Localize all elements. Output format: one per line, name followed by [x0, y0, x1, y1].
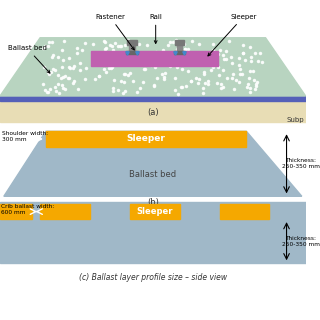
Text: Thickness:
250-350 mm: Thickness: 250-350 mm: [282, 158, 320, 169]
Bar: [91, 51, 218, 66]
Bar: [175, 40, 184, 45]
Text: Sleeper: Sleeper: [208, 14, 257, 56]
Text: Rail: Rail: [149, 14, 162, 44]
Polygon shape: [0, 38, 306, 96]
Bar: [40, 204, 90, 219]
Text: Ballast bed: Ballast bed: [129, 170, 176, 179]
Bar: [0, 204, 32, 219]
Bar: [177, 42, 182, 51]
Text: Sleeper: Sleeper: [127, 134, 165, 143]
Text: Fastener: Fastener: [95, 14, 134, 50]
Text: Shoulder width:
300 mm: Shoulder width: 300 mm: [2, 131, 48, 142]
Bar: [0, 12, 306, 122]
Bar: [174, 51, 185, 54]
Bar: [0, 202, 306, 263]
Text: Thickness:
250-350 mm: Thickness: 250-350 mm: [282, 236, 320, 247]
Bar: [0, 101, 306, 122]
Bar: [126, 51, 138, 54]
Polygon shape: [4, 131, 302, 196]
Bar: [129, 42, 135, 51]
Text: (c) Ballast layer profile size – side view: (c) Ballast layer profile size – side vi…: [79, 273, 227, 282]
Bar: [46, 131, 246, 147]
Text: (b): (b): [147, 198, 159, 207]
Text: Sleeper: Sleeper: [137, 207, 173, 216]
Bar: [130, 204, 180, 219]
Text: Crib ballast width:
600 mm: Crib ballast width: 600 mm: [1, 204, 54, 215]
Text: (a): (a): [147, 108, 159, 117]
Bar: [127, 40, 137, 45]
Text: Ballast bed: Ballast bed: [8, 45, 50, 73]
Bar: [220, 204, 269, 219]
Bar: [0, 96, 306, 101]
Text: Subp: Subp: [286, 117, 304, 123]
